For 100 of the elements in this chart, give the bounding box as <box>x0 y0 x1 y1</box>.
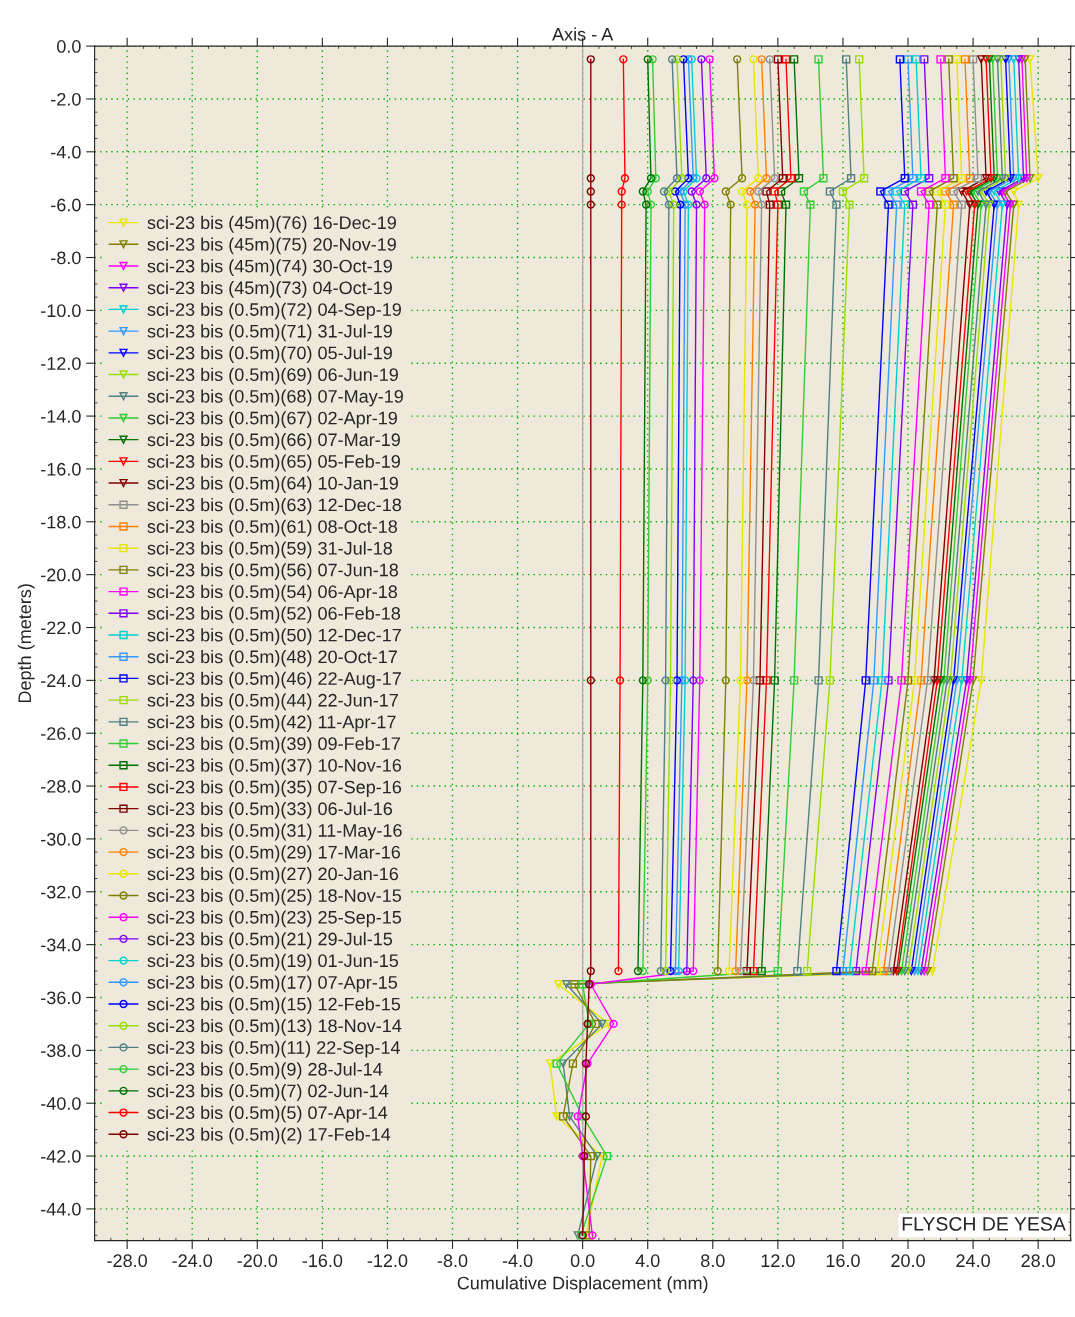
point <box>998 174 1007 183</box>
point <box>633 966 643 976</box>
point <box>892 187 901 196</box>
point <box>936 676 945 685</box>
y-tick-label: -10.0 <box>41 304 81 318</box>
point <box>933 187 942 196</box>
y-tick-label: -30.0 <box>41 832 81 846</box>
point <box>646 174 656 183</box>
x-tick-label: 24.0 <box>956 1254 990 1268</box>
legend-label: sci-23 bis (0.5m)(69) 06-Jun-19 <box>147 367 398 385</box>
point <box>643 55 652 64</box>
point <box>689 966 698 976</box>
point <box>814 55 823 64</box>
point <box>656 966 665 976</box>
point <box>855 55 864 64</box>
legend-label: sci-23 bis (0.5m)(52) 06-Feb-18 <box>147 606 401 624</box>
legend-label: sci-23 bis (0.5m)(25) 18-Nov-15 <box>147 888 402 906</box>
point <box>705 55 714 64</box>
x-tick-label: -24.0 <box>172 1254 213 1268</box>
legend-label: sci-23 bis (0.5m)(21) 29-Jul-15 <box>147 932 393 949</box>
point <box>842 55 851 64</box>
y-tick-label: -32.0 <box>41 885 81 899</box>
point <box>907 966 916 976</box>
y-tick-label: -38.0 <box>41 1044 81 1058</box>
point <box>638 676 648 685</box>
point <box>754 187 763 196</box>
y-tick-label: -8.0 <box>51 251 81 265</box>
point <box>900 174 909 183</box>
point <box>731 966 740 976</box>
point <box>781 55 791 64</box>
legend-label: sci-23 bis (0.5m)(72) 04-Sep-19 <box>147 302 401 320</box>
point <box>692 200 701 209</box>
point <box>676 200 685 209</box>
point <box>672 676 682 685</box>
point <box>695 676 704 685</box>
point <box>838 966 848 976</box>
point <box>638 187 648 196</box>
point <box>981 174 991 183</box>
point <box>897 676 906 685</box>
x-tick-label: 20.0 <box>891 1254 925 1268</box>
point <box>754 174 763 183</box>
x-tick-label: -20.0 <box>237 1254 278 1268</box>
point <box>664 200 674 209</box>
legend-label: sci-23 bis (0.5m)(66) 07-Mar-19 <box>147 432 400 450</box>
point <box>558 1059 568 1068</box>
annotation: FLYSCH DE YESA <box>902 1217 1066 1231</box>
legend-label: sci-23 bis (0.5m)(7) 02-Jun-14 <box>147 1084 389 1101</box>
point <box>724 966 734 976</box>
point <box>664 187 674 196</box>
point <box>911 55 921 64</box>
point <box>659 187 669 196</box>
point <box>908 200 918 209</box>
point <box>868 966 877 976</box>
point <box>936 55 945 64</box>
point <box>952 55 961 64</box>
point <box>965 174 975 183</box>
point <box>746 187 755 196</box>
point <box>581 1112 591 1121</box>
legend-label: sci-23 bis (0.5m)(61) 08-Oct-18 <box>147 519 398 537</box>
point <box>762 187 771 196</box>
point <box>713 966 722 976</box>
point <box>689 676 698 685</box>
legend-label: sci-23 bis (0.5m)(35) 07-Sep-16 <box>147 780 402 798</box>
y-tick-label: -34.0 <box>41 938 81 952</box>
point <box>985 55 994 64</box>
x-tick-label: -8.0 <box>437 1254 468 1268</box>
point <box>615 676 625 685</box>
legend-label: sci-23 bis (0.5m)(50) 12-Dec-17 <box>147 628 401 646</box>
point <box>957 174 966 183</box>
point <box>789 676 799 685</box>
point <box>977 676 986 685</box>
legend-label: sci-23 bis (0.5m)(2) 17-Feb-14 <box>147 1127 391 1145</box>
point <box>924 200 934 209</box>
point <box>742 676 752 685</box>
point <box>710 174 719 183</box>
point <box>672 174 682 183</box>
point <box>920 966 929 976</box>
legend-label: sci-23 bis (0.5m)(56) 07-Jun-18 <box>147 563 399 580</box>
point <box>1025 55 1035 64</box>
point <box>900 187 909 196</box>
point <box>682 966 691 976</box>
point <box>619 55 628 64</box>
point <box>666 966 675 976</box>
point <box>996 55 1005 64</box>
point <box>700 200 709 209</box>
point <box>749 966 758 976</box>
point <box>832 200 841 209</box>
point <box>749 55 758 64</box>
point <box>845 200 854 209</box>
point <box>949 200 958 209</box>
point <box>651 174 661 183</box>
point <box>733 55 742 64</box>
point <box>695 187 704 196</box>
legend-label: sci-23 bis (45m)(73) 04-Oct-19 <box>147 280 392 298</box>
point <box>562 980 571 989</box>
point <box>614 966 623 976</box>
y-tick-label: -42.0 <box>41 1149 81 1163</box>
point <box>617 200 626 209</box>
y-axis-title: Depth (meters) <box>17 584 35 703</box>
point <box>737 174 747 183</box>
